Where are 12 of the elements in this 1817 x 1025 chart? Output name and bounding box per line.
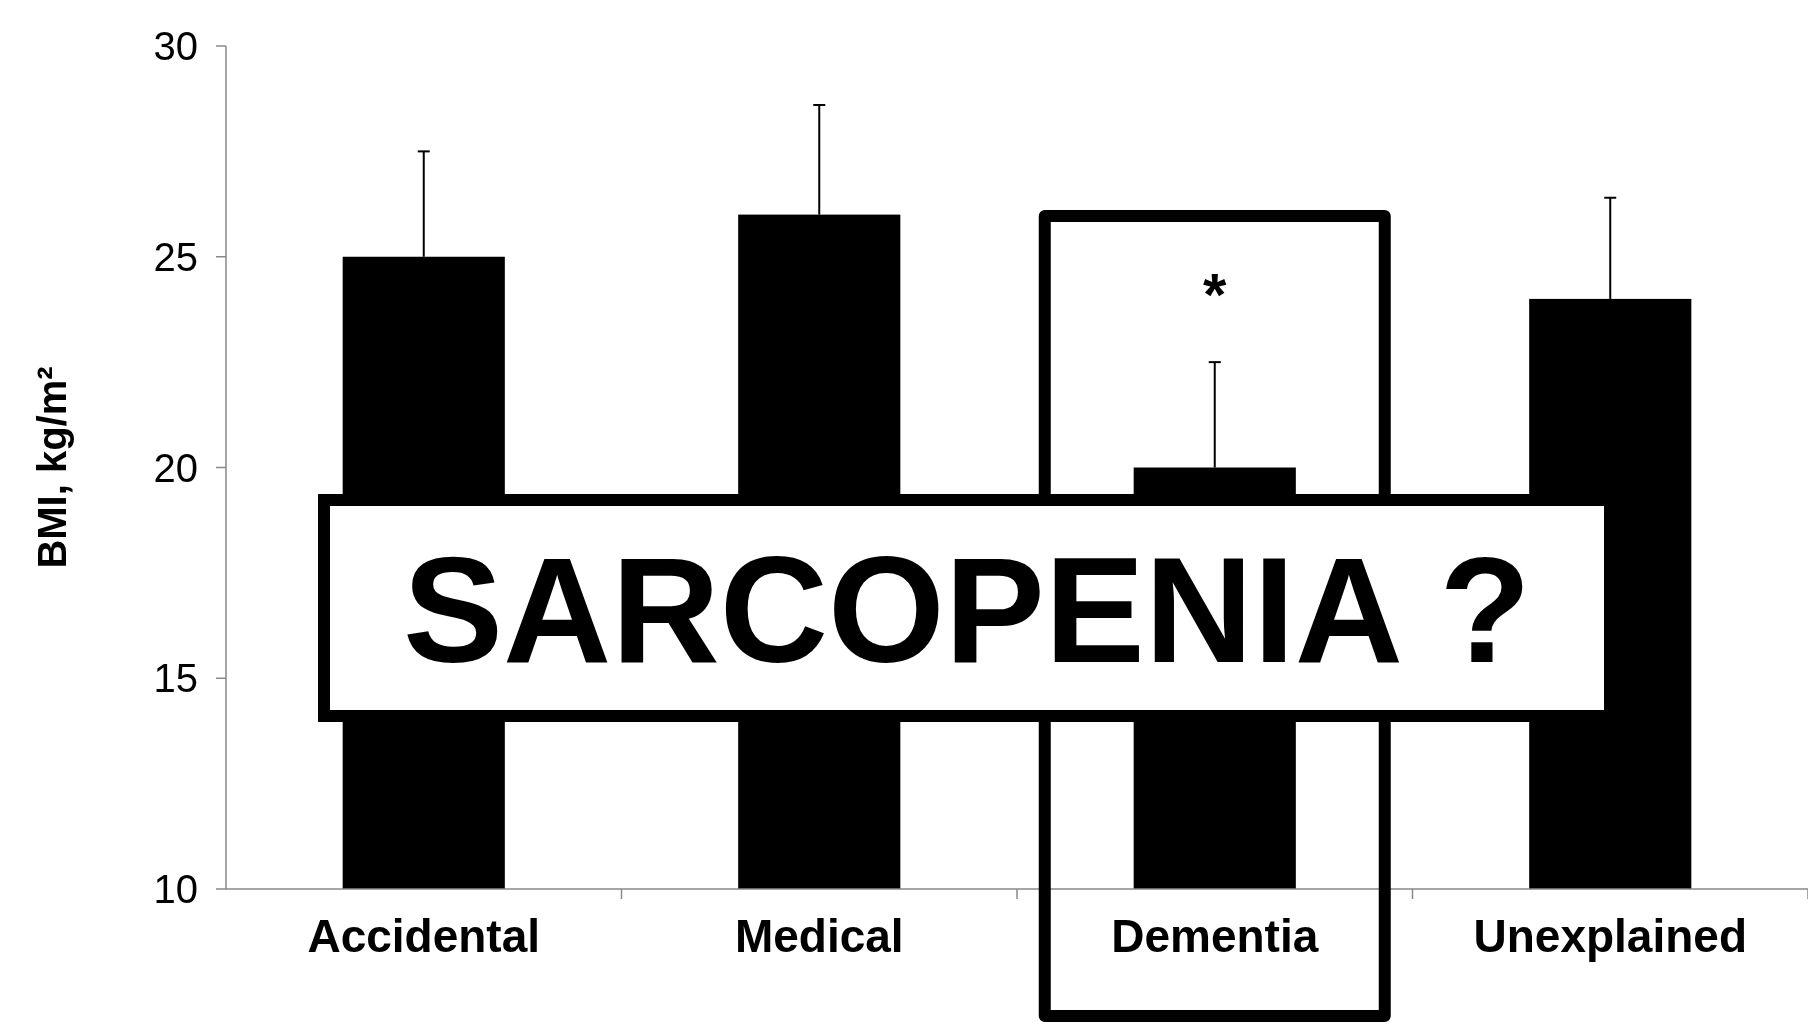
y-tick-label: 25 — [153, 234, 198, 279]
y-tick-label: 15 — [153, 656, 198, 701]
annotation: * — [1203, 261, 1228, 328]
x-tick-label: Unexplained — [1473, 910, 1748, 962]
x-tick-label: Dementia — [1111, 910, 1319, 962]
annotation: SARCOPENIA ? — [403, 526, 1531, 694]
y-tick-label: 10 — [153, 867, 198, 911]
y-axis-title: BMI, kg/m² — [30, 366, 74, 569]
y-tick-label: 30 — [153, 24, 198, 68]
x-tick-label: Medical — [734, 910, 904, 962]
y-tick-label: 20 — [153, 445, 198, 490]
x-tick-label: Accidental — [307, 910, 541, 962]
